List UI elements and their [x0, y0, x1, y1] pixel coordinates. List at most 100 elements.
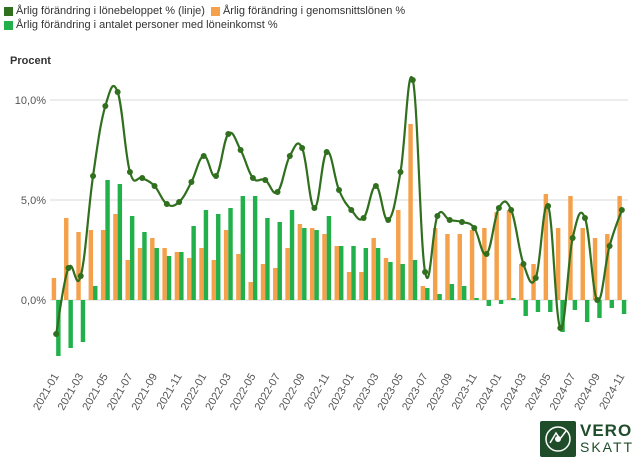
bar-green-2021-06[interactable]	[117, 184, 123, 300]
line-point-2024-11[interactable]	[618, 207, 625, 213]
line-point-2024-05[interactable]	[545, 203, 552, 209]
line-point-2021-01[interactable]	[53, 331, 60, 337]
bar-orange-2022-07[interactable]	[273, 268, 278, 300]
bar-green-2024-08[interactable]	[584, 300, 590, 322]
bar-orange-2022-09[interactable]	[297, 224, 303, 300]
bar-orange-2021-05[interactable]	[100, 230, 106, 300]
bar-orange-2021-11[interactable]	[174, 252, 180, 300]
bar-green-2021-07[interactable]	[129, 216, 135, 300]
bar-green-2023-10[interactable]	[461, 286, 467, 300]
bar-green-2022-07[interactable]	[277, 222, 282, 300]
bar-green-2022-01[interactable]	[203, 210, 209, 300]
bar-green-2021-05[interactable]	[105, 180, 110, 300]
line-point-2023-07[interactable]	[422, 269, 429, 275]
bar-green-2021-10[interactable]	[166, 256, 172, 300]
bar-green-2022-11[interactable]	[326, 216, 332, 300]
bar-orange-2024-05[interactable]	[543, 194, 549, 300]
bar-orange-2023-06[interactable]	[408, 124, 413, 300]
line-point-2021-11[interactable]	[176, 199, 183, 205]
bar-orange-2022-06[interactable]	[260, 264, 266, 300]
bar-green-2023-11[interactable]	[474, 298, 479, 300]
bar-green-2024-05[interactable]	[548, 300, 553, 312]
line-point-2023-09[interactable]	[446, 217, 453, 223]
line-point-2022-07[interactable]	[274, 189, 281, 195]
bar-green-2023-04[interactable]	[388, 262, 393, 300]
legend-item-green[interactable]: Årlig förändring i antalet personer med …	[4, 18, 278, 32]
bar-orange-2022-12[interactable]	[334, 246, 339, 300]
bar-orange-2021-03[interactable]	[76, 232, 81, 300]
bar-orange-2024-01[interactable]	[494, 212, 499, 300]
bar-green-2023-06[interactable]	[412, 260, 418, 300]
bar-green-2022-06[interactable]	[265, 218, 270, 300]
line-point-2024-08[interactable]	[581, 215, 588, 221]
line-point-2023-11[interactable]	[471, 225, 478, 231]
bar-green-2024-11[interactable]	[621, 300, 627, 314]
line-point-2024-04[interactable]	[532, 275, 539, 281]
line-point-2024-10[interactable]	[606, 243, 613, 249]
bar-orange-2022-01[interactable]	[199, 248, 204, 300]
bar-orange-2023-07[interactable]	[420, 286, 426, 300]
line-point-2024-01[interactable]	[495, 205, 502, 211]
bar-orange-2021-04[interactable]	[88, 230, 94, 300]
bar-green-2024-02[interactable]	[511, 298, 516, 300]
bar-green-2023-03[interactable]	[375, 248, 381, 300]
bar-orange-2021-08[interactable]	[137, 248, 143, 300]
line-point-2023-12[interactable]	[483, 251, 490, 257]
line-point-2022-08[interactable]	[286, 153, 293, 159]
bar-green-2021-12[interactable]	[191, 226, 196, 300]
bar-orange-2023-01[interactable]	[346, 272, 352, 300]
bar-green-2022-10[interactable]	[314, 230, 319, 300]
line-point-2023-06[interactable]	[409, 77, 416, 83]
line-point-2022-02[interactable]	[213, 173, 220, 179]
bar-green-2022-08[interactable]	[289, 210, 295, 300]
bar-green-2021-11[interactable]	[179, 252, 184, 300]
bar-orange-2023-02[interactable]	[359, 272, 364, 300]
line-point-2022-06[interactable]	[262, 177, 269, 183]
line-point-2021-03[interactable]	[77, 273, 84, 279]
line-point-2022-11[interactable]	[323, 149, 330, 155]
line-point-2023-08[interactable]	[434, 213, 441, 219]
line-point-2024-09[interactable]	[594, 297, 601, 303]
bar-green-2022-02[interactable]	[216, 214, 221, 300]
bar-orange-2021-07[interactable]	[125, 260, 130, 300]
bar-green-2022-12[interactable]	[339, 246, 344, 300]
bar-orange-2022-11[interactable]	[322, 234, 327, 300]
line-point-2024-02[interactable]	[508, 207, 515, 213]
bar-green-2021-08[interactable]	[142, 232, 147, 300]
bar-green-2021-09[interactable]	[154, 248, 159, 300]
line-point-2021-04[interactable]	[90, 173, 97, 179]
line-point-2024-03[interactable]	[520, 261, 527, 267]
bar-orange-2021-02[interactable]	[64, 218, 69, 300]
bar-green-2023-01[interactable]	[351, 246, 356, 300]
bar-orange-2023-09[interactable]	[445, 234, 450, 300]
bar-green-2023-08[interactable]	[437, 294, 442, 300]
bar-green-2024-06[interactable]	[560, 300, 565, 332]
bar-orange-2021-09[interactable]	[150, 238, 155, 300]
bar-orange-2023-12[interactable]	[482, 228, 487, 300]
line-point-2022-05[interactable]	[249, 175, 256, 181]
bar-green-2024-03[interactable]	[523, 300, 528, 316]
line-point-2021-10[interactable]	[163, 201, 170, 207]
line-point-2023-01[interactable]	[348, 207, 355, 213]
bar-orange-2024-03[interactable]	[519, 264, 524, 300]
line-point-2021-12[interactable]	[188, 179, 195, 185]
line-point-2021-02[interactable]	[65, 265, 72, 271]
bar-orange-2023-08[interactable]	[432, 228, 438, 300]
bar-green-2021-03[interactable]	[80, 300, 86, 342]
line-point-2022-12[interactable]	[336, 187, 342, 193]
bar-orange-2023-03[interactable]	[371, 238, 376, 300]
line-point-2024-06[interactable]	[557, 325, 564, 331]
bar-green-2024-10[interactable]	[609, 300, 614, 308]
line-point-2024-07[interactable]	[569, 235, 576, 241]
bar-green-2021-04[interactable]	[93, 286, 98, 300]
bar-green-2022-04[interactable]	[240, 196, 246, 300]
bar-green-2021-02[interactable]	[68, 300, 73, 348]
legend-item-orange[interactable]: Årlig förändring i genomsnittslönen %	[210, 4, 405, 18]
bar-orange-2023-10[interactable]	[457, 234, 462, 300]
line-point-2021-08[interactable]	[139, 175, 146, 181]
bar-orange-2022-04[interactable]	[236, 254, 241, 300]
bar-green-2023-07[interactable]	[425, 288, 430, 300]
line-point-2022-01[interactable]	[200, 153, 207, 159]
bar-orange-2022-03[interactable]	[223, 230, 229, 300]
bar-green-2023-12[interactable]	[486, 300, 492, 306]
